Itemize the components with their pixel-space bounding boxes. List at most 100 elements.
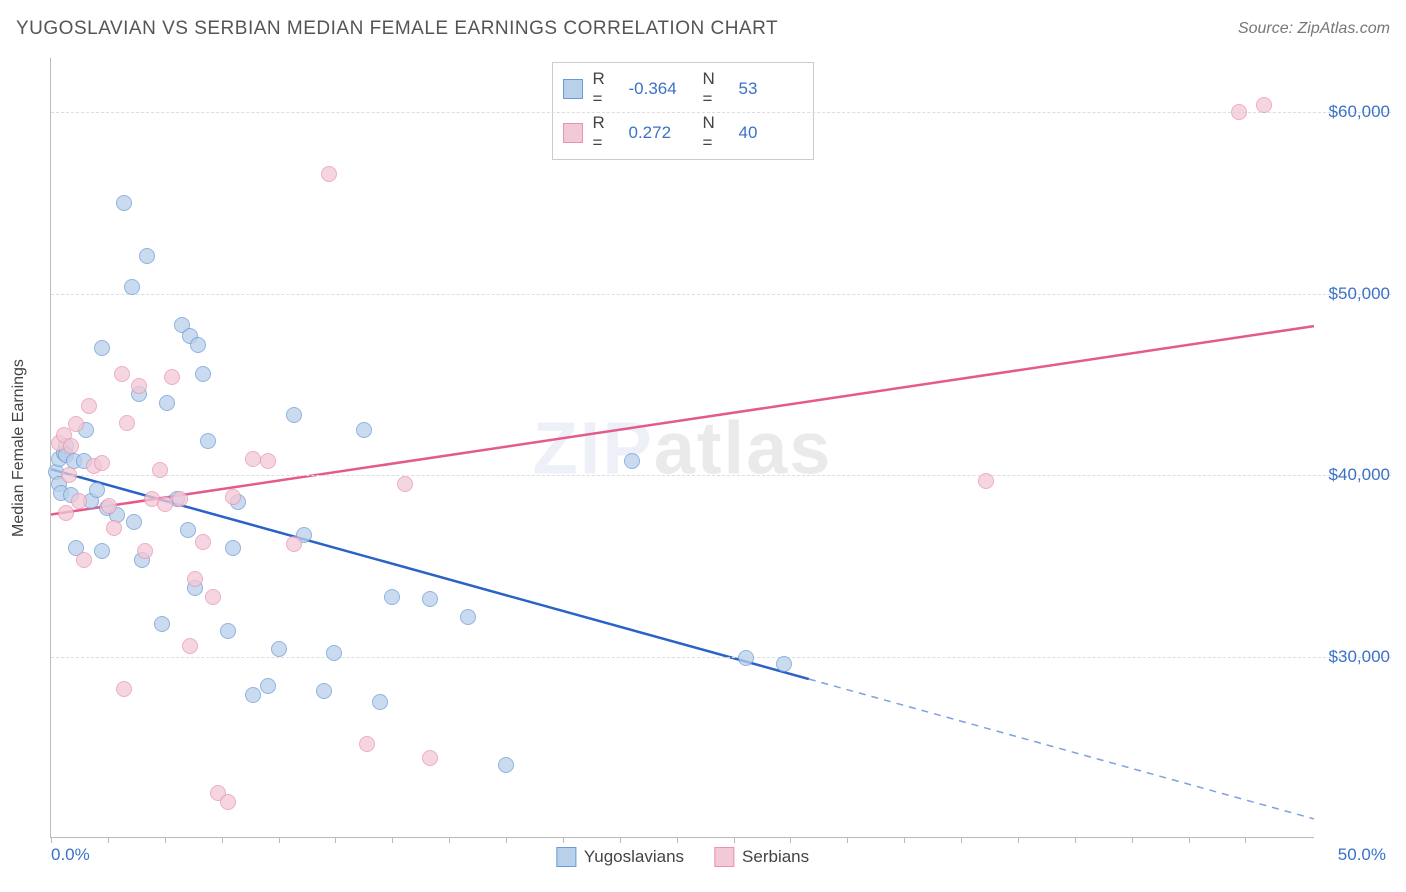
y-tick-label: $30,000 [1329, 647, 1390, 667]
data-point [397, 476, 413, 492]
x-tick [1189, 837, 1190, 843]
data-point [624, 453, 640, 469]
swatch-serbians [563, 123, 583, 143]
data-point [172, 491, 188, 507]
data-point [1256, 97, 1272, 113]
x-tick [847, 837, 848, 843]
chart-title: YUGOSLAVIAN VS SERBIAN MEDIAN FEMALE EAR… [16, 18, 778, 40]
data-point [356, 422, 372, 438]
data-point [68, 416, 84, 432]
y-tick-label: $40,000 [1329, 465, 1390, 485]
data-point [286, 536, 302, 552]
gridline [51, 657, 1391, 658]
data-point [498, 757, 514, 773]
data-point [225, 540, 241, 556]
data-point [195, 366, 211, 382]
data-point [776, 656, 792, 672]
data-point [422, 750, 438, 766]
data-point [94, 340, 110, 356]
data-point [195, 534, 211, 550]
x-tick [1075, 837, 1076, 843]
legend-item-serbians: Serbians [714, 847, 809, 867]
data-point [126, 514, 142, 530]
data-point [286, 407, 302, 423]
source-attribution: Source: ZipAtlas.com [1238, 20, 1390, 38]
data-point [180, 522, 196, 538]
x-tick [165, 837, 166, 843]
legend-label-yugoslavians: Yugoslavians [584, 847, 684, 867]
data-point [316, 683, 332, 699]
data-point [460, 609, 476, 625]
gridline [51, 475, 1391, 476]
data-point [137, 543, 153, 559]
n-value-yugoslavians: 53 [739, 79, 803, 99]
data-point [359, 736, 375, 752]
x-tick [734, 837, 735, 843]
data-point [372, 694, 388, 710]
x-tick [392, 837, 393, 843]
data-point [978, 473, 994, 489]
x-tick [1132, 837, 1133, 843]
plot-region: Median Female Earnings ZIPatlas R = -0.3… [50, 58, 1314, 838]
stats-row-serbians: R = 0.272 N = 40 [563, 111, 803, 155]
data-point [321, 166, 337, 182]
data-point [738, 650, 754, 666]
x-tick-label-start: 0.0% [51, 845, 90, 865]
data-point [89, 482, 105, 498]
data-point [326, 645, 342, 661]
r-value-serbians: 0.272 [629, 123, 693, 143]
data-point [61, 467, 77, 483]
y-tick-label: $50,000 [1329, 284, 1390, 304]
data-point [71, 493, 87, 509]
data-point [260, 453, 276, 469]
data-point [225, 489, 241, 505]
x-tick [1245, 837, 1246, 843]
data-point [152, 462, 168, 478]
legend-item-yugoslavians: Yugoslavians [556, 847, 684, 867]
y-axis-label: Median Female Earnings [10, 359, 28, 537]
data-point [245, 687, 261, 703]
trend-lines [51, 58, 1314, 837]
data-point [200, 433, 216, 449]
data-point [260, 678, 276, 694]
chart-legend: Yugoslavians Serbians [556, 847, 809, 867]
x-tick [108, 837, 109, 843]
data-point [58, 505, 74, 521]
chart-header: YUGOSLAVIAN VS SERBIAN MEDIAN FEMALE EAR… [16, 18, 1390, 40]
data-point [154, 616, 170, 632]
data-point [76, 552, 92, 568]
gridline [51, 294, 1391, 295]
data-point [139, 248, 155, 264]
x-tick [904, 837, 905, 843]
data-point [159, 395, 175, 411]
x-tick [961, 837, 962, 843]
data-point [116, 681, 132, 697]
x-tick [222, 837, 223, 843]
data-point [119, 415, 135, 431]
data-point [187, 571, 203, 587]
data-point [164, 369, 180, 385]
data-point [384, 589, 400, 605]
data-point [182, 638, 198, 654]
swatch-yugoslavians [563, 79, 583, 99]
data-point [124, 279, 140, 295]
data-point [190, 337, 206, 353]
data-point [220, 794, 236, 810]
data-point [106, 520, 122, 536]
data-point [116, 195, 132, 211]
data-point [271, 641, 287, 657]
legend-label-serbians: Serbians [742, 847, 809, 867]
data-point [131, 378, 147, 394]
x-tick [335, 837, 336, 843]
r-value-yugoslavians: -0.364 [629, 79, 693, 99]
data-point [245, 451, 261, 467]
data-point [101, 498, 117, 514]
legend-swatch-yugoslavians [556, 847, 576, 867]
data-point [1231, 104, 1247, 120]
x-tick [677, 837, 678, 843]
x-tick-label-end: 50.0% [1338, 845, 1386, 865]
data-point [81, 398, 97, 414]
data-point [422, 591, 438, 607]
x-tick [563, 837, 564, 843]
x-tick [279, 837, 280, 843]
